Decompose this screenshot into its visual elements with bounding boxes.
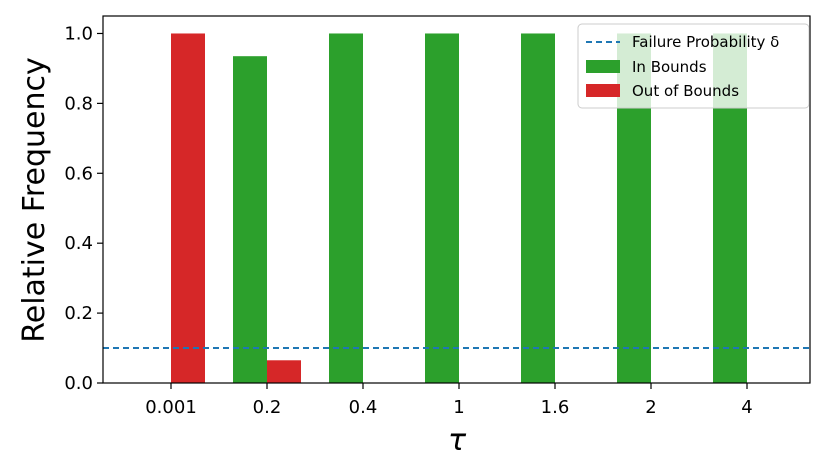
x-axis-label: τ — [448, 423, 467, 458]
legend-label-out-of-bounds: Out of Bounds — [632, 82, 739, 100]
x-tick-label: 2 — [645, 397, 656, 418]
bar-in-bounds-1.6 — [521, 33, 555, 383]
bar-out-of-bounds-0.001 — [171, 33, 205, 383]
y-axis: 0.0 0.2 0.4 0.6 0.8 1.0 — [64, 23, 103, 394]
legend-swatch-in-bounds — [586, 60, 620, 73]
legend-label-reference: Failure Probability δ — [632, 33, 779, 51]
y-tick-label: 0.2 — [64, 303, 93, 324]
x-tick-label: 1 — [453, 397, 464, 418]
bar-in-bounds-0.4 — [329, 33, 363, 383]
bar-in-bounds-1 — [425, 33, 459, 383]
x-tick-label: 0.2 — [253, 397, 282, 418]
x-tick-label: 0.4 — [349, 397, 378, 418]
legend: Failure Probability δ In Bounds Out of B… — [577, 23, 810, 109]
y-tick-label: 0.0 — [64, 373, 93, 394]
legend-swatch-out-of-bounds — [586, 84, 620, 97]
legend-box — [577, 23, 810, 109]
x-tick-label: 1.6 — [541, 397, 570, 418]
x-tick-label: 4 — [741, 397, 752, 418]
y-axis-label: Relative Frequency — [17, 57, 52, 343]
y-tick-label: 0.6 — [64, 163, 93, 184]
bar-out-of-bounds-0.2 — [267, 360, 301, 383]
y-tick-label: 1.0 — [64, 23, 93, 44]
y-tick-label: 0.4 — [64, 233, 93, 254]
y-tick-label: 0.8 — [64, 93, 93, 114]
plot-frame — [102, 15, 811, 384]
x-tick-label: 0.001 — [145, 397, 197, 418]
bar-in-bounds-0.2 — [233, 56, 267, 383]
x-axis: 0.001 0.2 0.4 1 1.6 2 4 — [145, 383, 753, 418]
legend-label-in-bounds: In Bounds — [632, 58, 707, 76]
